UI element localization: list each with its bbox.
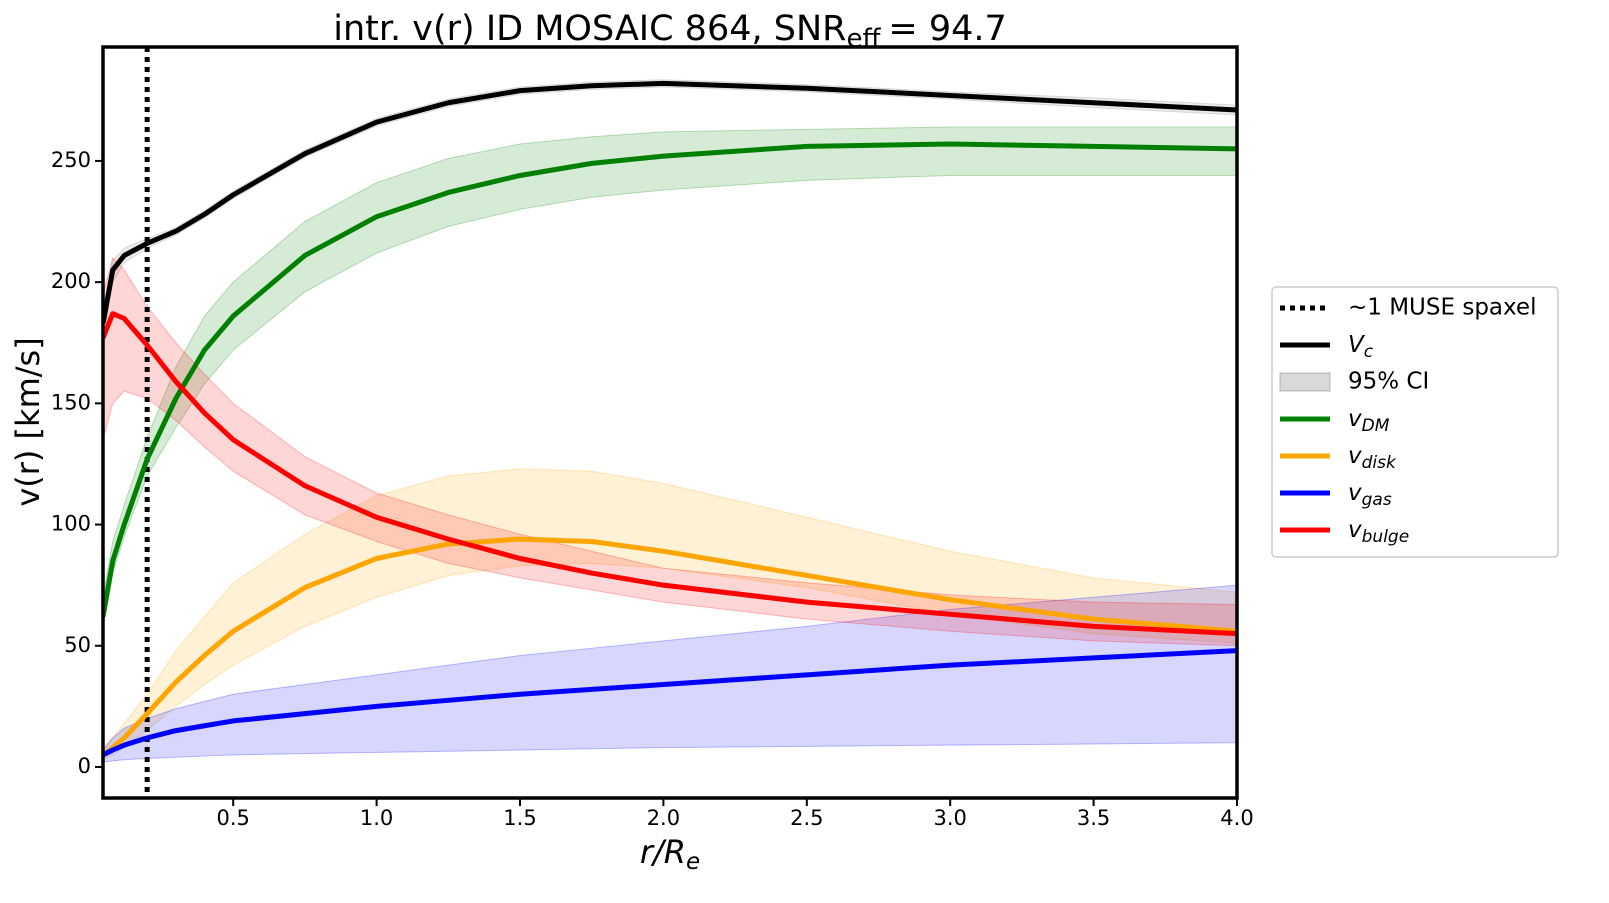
chart-title: intr. v(r) ID MOSAIC 864, SNReff = 94.7 — [333, 9, 1007, 54]
plot-frame — [101, 45, 1239, 800]
x-axis-label: r/Re — [640, 833, 700, 875]
legend-name: v — [1348, 443, 1362, 469]
y-tick-label: 0 — [78, 754, 91, 778]
series-line — [103, 648, 1237, 758]
x-tick-label: 3.0 — [933, 806, 966, 830]
legend-label: vdisk — [1348, 443, 1397, 474]
title-main: intr. v(r) ID MOSAIC 864, SNR — [333, 9, 846, 49]
x-tick-label: 0.5 — [217, 806, 250, 830]
y-tick-label: 150 — [51, 390, 91, 414]
legend-box — [1271, 286, 1559, 558]
legend-name: v — [1348, 517, 1362, 543]
series-line — [103, 311, 1237, 637]
plot — [103, 47, 1237, 798]
legend-sub: c — [1364, 342, 1374, 362]
legend-name: V — [1348, 332, 1366, 358]
title-sub: eff — [846, 24, 881, 54]
x-tick-label: 2.5 — [790, 806, 823, 830]
legend-label: ~1 MUSE spaxel — [1348, 295, 1536, 321]
x-tick-label: 3.5 — [1077, 806, 1110, 830]
series-line — [103, 141, 1237, 618]
legend-sub: bulge — [1362, 527, 1410, 547]
legend-label: Vc — [1348, 332, 1374, 363]
y-tick-label: 200 — [51, 269, 91, 293]
x-tick-label: 2.0 — [647, 806, 680, 830]
legend-label: 95% CI — [1348, 369, 1429, 395]
legend-name: v — [1348, 480, 1362, 506]
x-tick-label: 4.0 — [1220, 806, 1253, 830]
y-tick-label: 250 — [51, 148, 91, 172]
ci-band — [103, 468, 1237, 761]
x-tick-label: 1.0 — [360, 806, 393, 830]
legend-sub: gas — [1362, 490, 1392, 510]
legend-sub: DM — [1362, 416, 1390, 436]
legend-name: v — [1348, 406, 1362, 432]
legend-label: vgas — [1348, 480, 1392, 511]
ci-band — [103, 126, 1237, 627]
legend-swatch — [1279, 372, 1331, 392]
ci-band — [103, 584, 1237, 763]
y-tick-label: 100 — [51, 512, 91, 536]
x-label-sub: e — [686, 849, 700, 875]
legend-label: vbulge — [1348, 517, 1409, 548]
legend-sub: disk — [1362, 453, 1397, 473]
series-line — [103, 536, 1237, 757]
y-tick-label: 50 — [64, 633, 91, 657]
x-label-main: r/R — [640, 833, 686, 871]
legend-label: vDM — [1348, 406, 1390, 437]
title-end: = 94.7 — [888, 9, 1006, 49]
y-axis-label: v(r) [km/s] — [9, 337, 47, 506]
series-line — [103, 80, 1237, 324]
x-tick-label: 1.5 — [503, 806, 536, 830]
